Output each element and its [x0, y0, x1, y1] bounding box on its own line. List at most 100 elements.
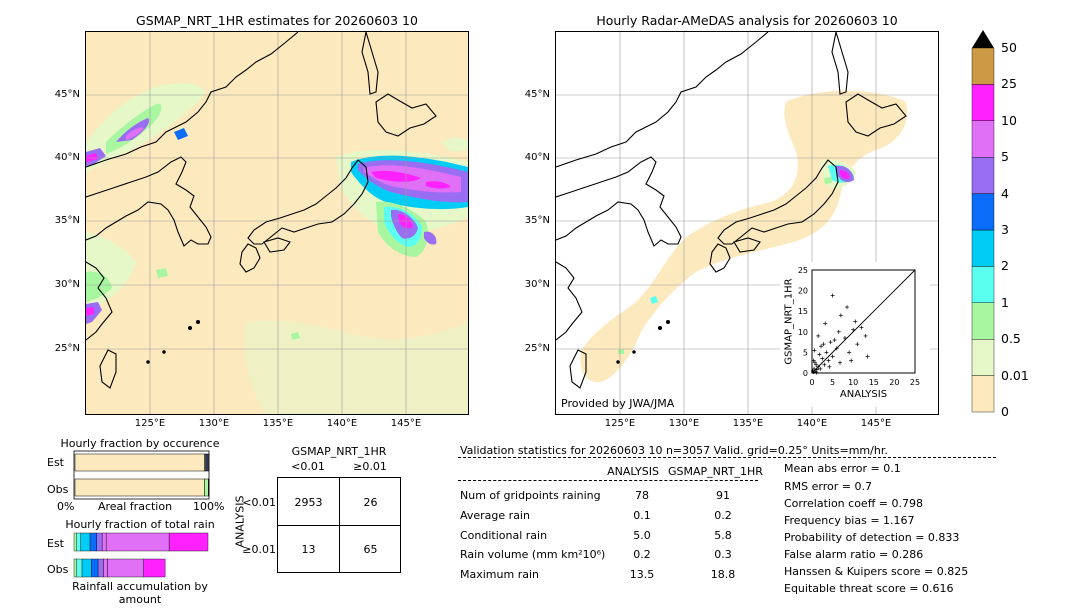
left-lat-35: 35°N	[54, 215, 80, 226]
scatter-point	[810, 368, 815, 373]
scatter-xlabel: ANALYSIS	[839, 389, 888, 400]
left-lat-40: 40°N	[54, 152, 80, 163]
scatter-point	[812, 366, 817, 371]
score-line: Correlation coeff = 0.798	[784, 497, 923, 510]
scatter-point	[816, 364, 821, 369]
scatter-point	[836, 329, 841, 334]
right-lat-40: 40°N	[524, 152, 550, 163]
colorbar-swatches	[971, 30, 995, 413]
colorbar-swatch	[971, 339, 995, 376]
occurrence-bars	[73, 450, 210, 500]
provided-by: Provided by JWA/JMA	[561, 397, 675, 410]
colorbar-label: 0.5	[1001, 331, 1021, 347]
colorbar-swatch	[971, 375, 995, 413]
rainfraction-segment	[101, 532, 107, 552]
score-line: Equitable threat score = 0.616	[784, 582, 954, 595]
rainfraction-segment	[96, 532, 103, 552]
scatter-ytick: 15	[798, 307, 808, 316]
scatter-point	[828, 340, 833, 345]
validation-row-analysis: 5.0	[633, 529, 651, 542]
occurrence-xtick-0: 0%	[57, 500, 75, 513]
colorbar-swatch	[971, 302, 995, 340]
occurrence-segment	[74, 478, 205, 497]
validation-row-gsmap: 0.2	[714, 509, 732, 522]
right-lon-135: 135°E	[732, 418, 764, 429]
scatter-point	[821, 342, 826, 347]
left-rain-field	[86, 83, 468, 414]
scatter-point	[823, 321, 828, 326]
colorbar-swatch	[971, 266, 995, 303]
scatter-point	[834, 346, 839, 351]
scatter-point	[826, 358, 831, 363]
scatter-ytick: 10	[798, 328, 808, 337]
right-lon-130: 130°E	[668, 418, 700, 429]
right-lon-140: 140°E	[796, 418, 828, 429]
occurrence-xtick-100: 100%	[193, 500, 225, 513]
validation-row-gsmap: 5.8	[714, 529, 732, 542]
colorbar-label: 0.01	[1001, 367, 1029, 383]
left-lat-25: 25°N	[54, 343, 80, 354]
validation-row-gsmap: 18.8	[710, 568, 736, 581]
contingency-title: GSMAP_NRT_1HR	[291, 445, 387, 458]
colorbar-swatch	[971, 84, 995, 122]
scatter-inset: 0 0 5 5 10 10 15 15 20 20 25 25 ANALYSIS GSMAP_NRT_…	[780, 262, 930, 407]
colorbar-extend-arrow	[972, 30, 994, 48]
colorbar-label: 5	[1001, 149, 1009, 165]
scatter-point	[847, 350, 852, 355]
scatter-point	[830, 354, 835, 359]
rainfraction-segment	[73, 532, 77, 552]
scatter-ytick: 5	[803, 348, 808, 357]
scatter-point	[842, 335, 847, 340]
scatter-diagonal	[811, 269, 916, 374]
right-lat-35: 35°N	[524, 215, 550, 226]
scatter-point	[824, 350, 829, 355]
validation-row-analysis: 0.1	[633, 509, 651, 522]
scatter-point	[855, 342, 860, 347]
left-lon-145: 145°E	[390, 418, 422, 429]
colorbar-label: 4	[1001, 185, 1009, 201]
right-lat-30: 30°N	[524, 279, 550, 290]
colorbar-label: 50	[1001, 40, 1017, 55]
colorbar-swatch	[971, 47, 995, 85]
rainfraction-segment	[76, 532, 81, 552]
rainfraction-segment	[91, 558, 99, 578]
scatter-point	[819, 344, 824, 349]
right-lat-45: 45°N	[524, 89, 550, 100]
colorbar-label: 1	[1001, 294, 1009, 310]
left-lon-140: 140°E	[326, 418, 358, 429]
scatter-point	[849, 358, 854, 363]
contingency-cell-11: 2953	[294, 496, 323, 509]
right-lat-25: 25°N	[524, 343, 550, 354]
scatter-point	[820, 356, 825, 361]
colorbar-swatch	[971, 193, 995, 231]
occurrence-segment	[74, 453, 205, 472]
validation-row-gsmap: 0.3	[714, 548, 732, 561]
colorbar-swatch	[971, 120, 995, 158]
occurrence-obs-label: Obs	[47, 483, 69, 496]
scatter-point	[814, 367, 819, 372]
scatter-point	[853, 319, 858, 324]
colorbar: 0 0.01 0.5 1 2 3 4 5 10 25 50	[968, 30, 1029, 420]
occurrence-title: Hourly fraction by occurence	[60, 437, 220, 450]
rainfraction-segment	[76, 558, 83, 578]
rainfraction-segment	[97, 558, 104, 578]
validation-row-analysis: 0.2	[633, 548, 651, 561]
rainfraction-segment	[73, 558, 77, 578]
rainfraction-segment	[143, 558, 166, 578]
score-line: Hanssen & Kuipers score = 0.825	[784, 565, 969, 578]
scatter-point	[812, 348, 817, 353]
rainfraction-segment	[80, 532, 91, 552]
scatter-ytick: 20	[798, 287, 808, 296]
scatter-point	[817, 352, 822, 357]
rainfraction-obs-label: Obs	[47, 563, 69, 576]
rainfraction-segment	[105, 532, 170, 552]
scatter-point	[816, 333, 821, 338]
scatter-point	[859, 325, 864, 330]
scatter-xtick: 0	[809, 378, 814, 387]
scatter-xtick: 5	[830, 378, 835, 387]
score-line: False alarm ratio = 0.286	[784, 548, 924, 561]
occurrence-segment	[208, 478, 210, 497]
rainfraction-segment	[168, 532, 209, 552]
scatter-point	[812, 360, 817, 365]
colorbar-label: 2	[1001, 258, 1009, 274]
